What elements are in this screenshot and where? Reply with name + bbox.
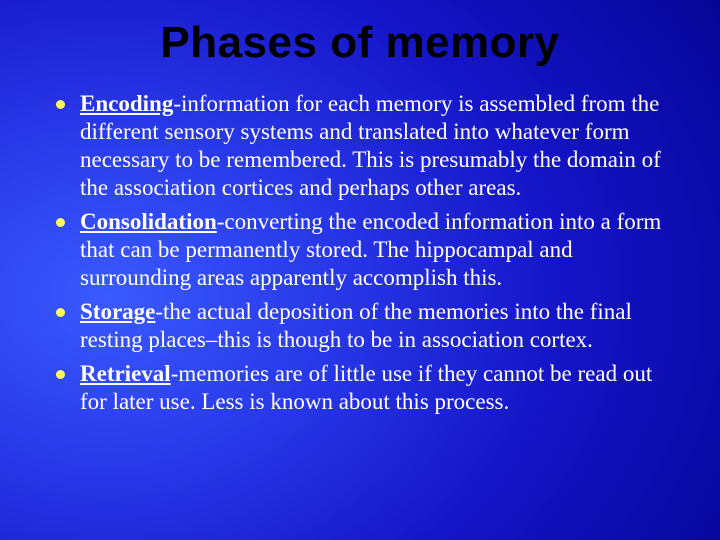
bullet-text: -the actual deposition of the memories i… (80, 299, 632, 352)
term-encoding: Encoding (80, 91, 173, 116)
term-storage: Storage (80, 299, 155, 324)
list-item: Retrieval-memories are of little use if … (52, 360, 680, 416)
list-item: Consolidation-converting the encoded inf… (52, 208, 680, 292)
list-item: Encoding-information for each memory is … (52, 90, 680, 202)
slide: Phases of memory Encoding-information fo… (0, 0, 720, 540)
bullet-list: Encoding-information for each memory is … (40, 90, 680, 417)
term-consolidation: Consolidation (80, 209, 217, 234)
list-item: Storage-the actual deposition of the mem… (52, 298, 680, 354)
slide-title: Phases of memory (40, 18, 680, 68)
term-retrieval: Retrieval (80, 361, 171, 386)
